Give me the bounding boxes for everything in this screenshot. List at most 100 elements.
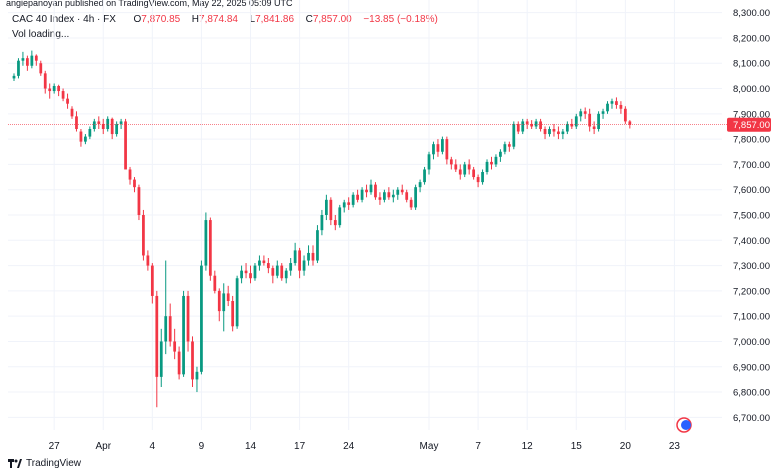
candle [324,194,328,221]
candle [570,118,574,129]
tradingview-brand: TradingView [26,458,82,469]
candle [588,108,592,132]
high-label: H [191,14,200,25]
candle-body [427,154,431,170]
y-tick-label: 7,300.00 [733,261,770,272]
candle [311,245,315,266]
candle-body [441,139,444,152]
candle-body [360,189,364,200]
candle-body [365,189,368,193]
candle [338,204,342,228]
grid-lines [8,0,722,430]
candle-body [253,265,257,279]
candle [159,328,163,387]
candle [342,199,346,213]
candle [155,290,159,408]
candle [409,197,413,210]
candle [249,265,252,284]
candle-body [146,255,150,266]
candle-body [302,260,306,271]
candle-body [119,121,123,124]
candle [583,107,587,119]
candle [284,268,288,284]
candle [57,84,61,97]
candle [441,136,444,155]
candle-body [30,55,34,66]
candle [110,117,114,140]
symbol-title[interactable]: CAC 40 Index · 4h · FX [12,14,116,25]
candle [289,258,293,276]
y-tick-label: 8,300.00 [733,8,770,19]
candle-body [26,58,29,66]
candle [150,263,154,304]
candle-body [570,123,574,127]
candle [66,93,69,109]
candle-body [387,192,391,198]
candle [79,129,83,147]
candle-body [280,265,284,279]
candle [374,182,377,200]
x-tick-label: 24 [343,441,355,452]
candle-body [369,184,373,193]
candle-body [445,139,449,160]
candle-body [320,215,324,231]
candle-body [338,207,342,226]
candle-body [266,263,270,269]
x-tick-label: May [420,441,439,452]
candle-body [414,187,418,208]
y-tick-label: 7,800.00 [733,135,770,146]
candle-body [512,123,516,147]
candle-body [110,118,114,135]
candle-body [244,270,248,274]
last-price-label: 7,857.00 [733,120,770,131]
candle [557,126,560,140]
candle [436,139,440,157]
candle-body [423,169,426,183]
candle-body [307,252,310,261]
candle [499,149,502,162]
candle-body [200,265,203,372]
candle-body [606,103,609,112]
candle [173,328,177,360]
candle [351,192,355,208]
candle-body [516,123,520,132]
candle [507,141,511,152]
candle [400,184,404,195]
candle-body [97,121,101,124]
candle-body [39,63,43,74]
ohlc-legend: CAC 40 Index · 4h · FX O7,870.85 H7,874.… [12,14,438,25]
candle-body [142,215,145,256]
close-label: C [305,14,313,25]
candle-body [159,341,163,377]
candle-body [534,121,538,127]
candle [490,156,493,170]
open-label: O [133,14,142,25]
y-tick-label: 6,900.00 [733,362,770,373]
candle-body [391,194,395,198]
candle-body [106,118,110,129]
x-tick-label: 20 [620,441,632,452]
candle-body [70,108,74,117]
candle-body [48,88,52,92]
candle [481,169,484,185]
candle-body [351,194,355,205]
candle-body [579,111,583,117]
event-marker-icon[interactable] [676,417,692,433]
candle-body [52,86,56,92]
candle-body [449,159,453,165]
candle [552,123,556,137]
candle-body [88,129,92,137]
high-value: 7,874.84 [199,14,238,25]
candle-body [284,270,288,279]
y-tick-label: 6,800.00 [733,388,770,399]
candle-body [298,250,301,271]
candle [476,174,480,188]
candle-body [490,161,493,165]
candle [39,60,43,76]
candle-body [164,316,168,342]
candle-body [17,60,20,76]
candle-body [552,129,556,132]
candle [133,177,136,193]
candle [432,141,435,160]
